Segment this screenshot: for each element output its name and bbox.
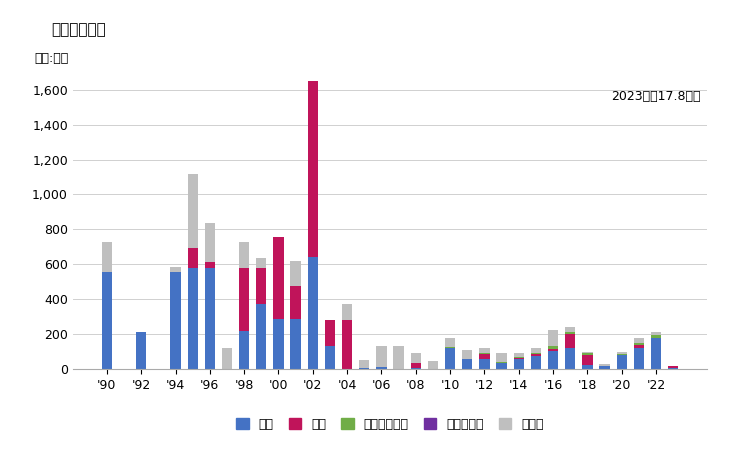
Bar bbox=[531, 356, 541, 369]
Bar bbox=[565, 333, 575, 334]
Bar bbox=[290, 319, 301, 369]
Bar bbox=[565, 327, 575, 333]
Bar bbox=[359, 360, 370, 368]
Bar bbox=[496, 362, 507, 363]
Bar bbox=[376, 367, 386, 369]
Bar bbox=[617, 352, 627, 354]
Bar bbox=[496, 363, 507, 369]
Bar bbox=[582, 355, 593, 364]
Bar bbox=[187, 248, 198, 268]
Bar bbox=[582, 351, 593, 353]
Bar bbox=[462, 350, 472, 359]
Bar bbox=[359, 368, 370, 369]
Bar bbox=[479, 348, 490, 353]
Bar bbox=[308, 50, 318, 257]
Bar bbox=[239, 242, 249, 268]
Bar bbox=[445, 338, 455, 347]
Bar bbox=[531, 354, 541, 356]
Bar bbox=[342, 320, 352, 369]
Bar bbox=[102, 242, 112, 272]
Bar bbox=[531, 353, 541, 354]
Bar bbox=[548, 346, 558, 349]
Bar bbox=[445, 347, 455, 348]
Bar bbox=[582, 353, 593, 355]
Bar bbox=[548, 349, 558, 351]
Bar bbox=[205, 261, 215, 268]
Bar bbox=[273, 237, 284, 319]
Bar bbox=[205, 268, 215, 369]
Bar bbox=[410, 353, 421, 363]
Bar bbox=[394, 346, 404, 369]
Bar bbox=[651, 333, 661, 335]
Text: 2023年：17.8トン: 2023年：17.8トン bbox=[612, 90, 701, 103]
Bar bbox=[479, 353, 490, 354]
Bar bbox=[513, 353, 524, 357]
Bar bbox=[256, 258, 267, 268]
Bar bbox=[256, 304, 267, 369]
Bar bbox=[256, 268, 267, 304]
Bar bbox=[171, 267, 181, 272]
Bar bbox=[513, 360, 524, 369]
Bar bbox=[462, 360, 472, 369]
Bar bbox=[376, 346, 386, 367]
Bar bbox=[428, 361, 438, 369]
Bar bbox=[582, 364, 593, 369]
Bar bbox=[222, 348, 232, 369]
Bar bbox=[548, 351, 558, 369]
Bar bbox=[651, 335, 661, 338]
Bar bbox=[325, 320, 335, 346]
Bar bbox=[599, 364, 609, 365]
Bar bbox=[273, 319, 284, 369]
Bar bbox=[634, 343, 644, 345]
Bar bbox=[308, 23, 318, 50]
Bar bbox=[342, 304, 352, 320]
Bar bbox=[239, 268, 249, 331]
Bar bbox=[634, 348, 644, 369]
Bar bbox=[308, 257, 318, 369]
Bar bbox=[668, 366, 678, 368]
Bar bbox=[513, 358, 524, 360]
Bar bbox=[102, 272, 112, 369]
Bar bbox=[187, 175, 198, 248]
Bar bbox=[513, 357, 524, 358]
Bar bbox=[634, 338, 644, 343]
Bar bbox=[531, 348, 541, 353]
Bar bbox=[410, 368, 421, 369]
Legend: 台湾, タイ, インドネシア, フィリピン, その他: 台湾, タイ, インドネシア, フィリピン, その他 bbox=[231, 413, 549, 436]
Bar bbox=[651, 338, 661, 369]
Bar bbox=[410, 363, 421, 368]
Text: 単位:トン: 単位:トン bbox=[35, 52, 69, 65]
Bar bbox=[325, 346, 335, 369]
Bar bbox=[565, 334, 575, 348]
Bar bbox=[136, 333, 147, 369]
Bar bbox=[617, 354, 627, 355]
Bar bbox=[599, 365, 609, 369]
Text: 輸出量の推移: 輸出量の推移 bbox=[51, 22, 106, 37]
Bar bbox=[634, 345, 644, 348]
Bar bbox=[290, 261, 301, 286]
Bar bbox=[171, 272, 181, 369]
Bar bbox=[479, 354, 490, 360]
Bar bbox=[565, 348, 575, 369]
Bar bbox=[290, 286, 301, 319]
Bar bbox=[239, 331, 249, 369]
Bar bbox=[548, 330, 558, 346]
Bar bbox=[496, 353, 507, 362]
Bar bbox=[205, 223, 215, 261]
Bar bbox=[617, 355, 627, 369]
Bar bbox=[479, 360, 490, 369]
Bar bbox=[187, 268, 198, 369]
Bar bbox=[668, 368, 678, 369]
Bar bbox=[445, 348, 455, 369]
Bar bbox=[462, 359, 472, 360]
